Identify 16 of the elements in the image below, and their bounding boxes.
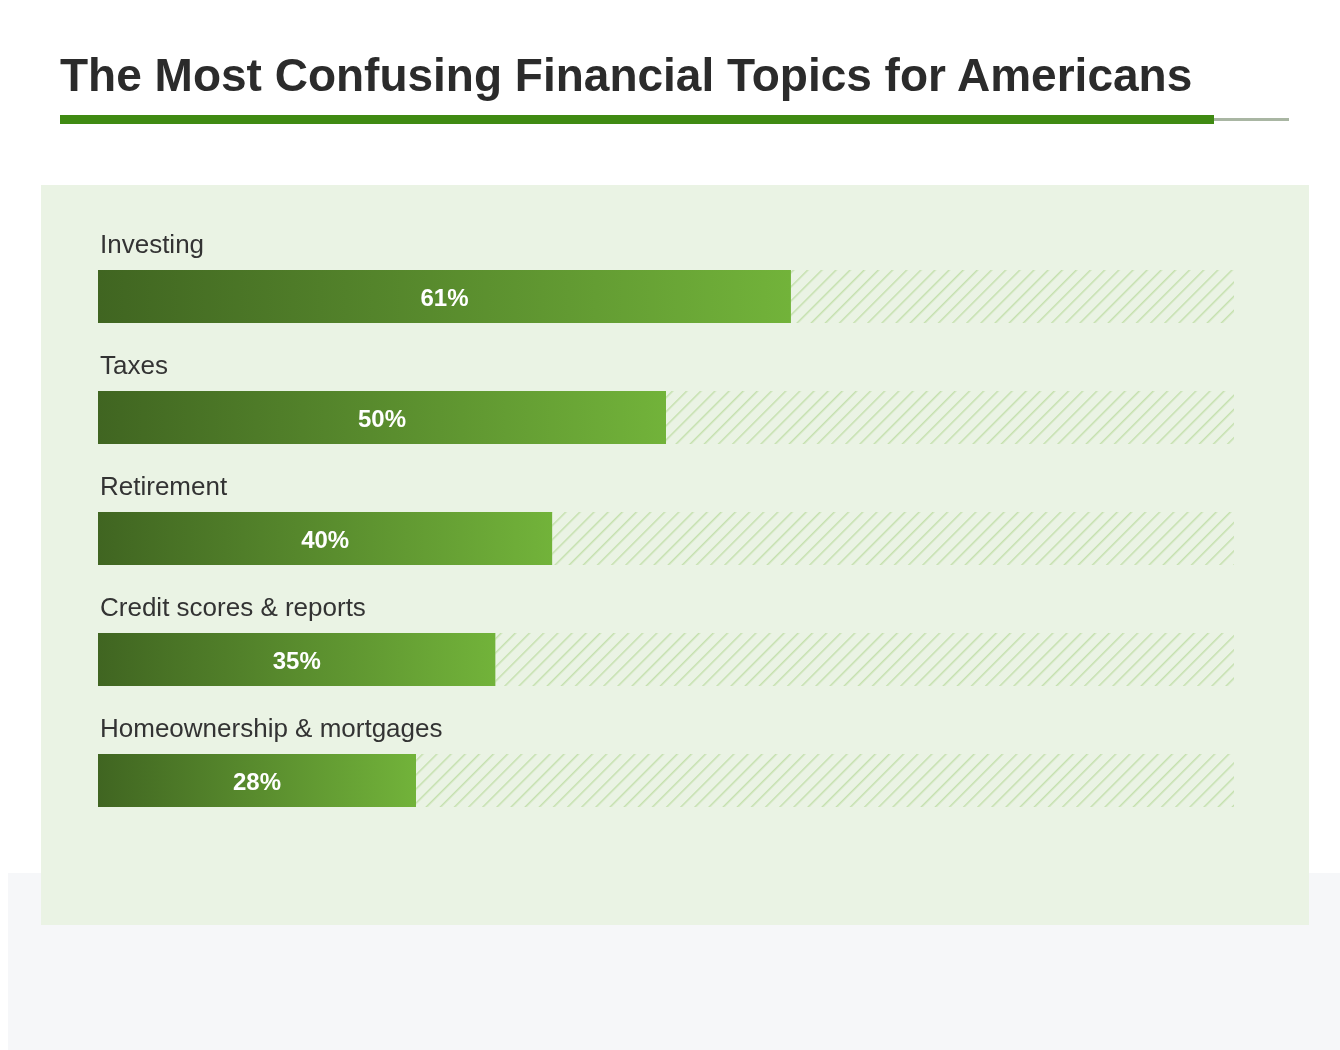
bar xyxy=(98,270,791,323)
y-tick-label: Retirement xyxy=(100,471,228,501)
data-label: 40% xyxy=(301,525,350,553)
data-label: 35% xyxy=(272,646,321,674)
y-tick-label: Taxes xyxy=(100,350,168,380)
y-tick-label: Investing xyxy=(100,229,205,259)
data-label: 61% xyxy=(420,283,469,311)
bar xyxy=(98,754,417,807)
data-label: 28% xyxy=(233,767,282,795)
y-tick-label: Homeownership & mortgages xyxy=(100,713,443,743)
chart-title: The Most Confusing Financial Topics for Americans xyxy=(60,49,1193,101)
data-label: 50% xyxy=(357,404,407,432)
y-tick-label: Credit scores & reports xyxy=(100,592,366,622)
bar xyxy=(98,633,496,686)
bar xyxy=(98,512,553,565)
bar xyxy=(98,391,666,444)
